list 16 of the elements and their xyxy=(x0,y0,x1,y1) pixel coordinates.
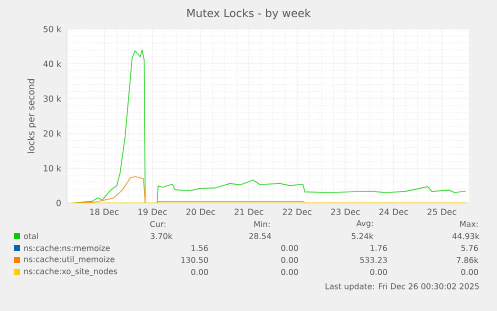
x-tick-label: 23 Dec xyxy=(331,208,360,216)
chart-title: Mutex Locks - by week xyxy=(187,8,311,20)
y-tick-label: 40 k xyxy=(43,60,62,68)
y-tick-label: 10 k xyxy=(44,164,62,172)
x-tick-label: 18 Dec xyxy=(90,208,119,216)
y-tick-label: 0 xyxy=(56,200,61,206)
x-tick-label: 19 Dec xyxy=(138,208,167,216)
y-tick-label: 50 k xyxy=(44,26,62,32)
y-tick-label: 30 k xyxy=(44,95,62,102)
x-tick-label: 24 Dec xyxy=(379,208,408,216)
y-tick-label: 20 k xyxy=(44,130,62,137)
x-tick-label: 22 Dec xyxy=(282,208,312,216)
x-tick-label: 25 Dec xyxy=(428,208,456,216)
y-axis-title: locks per second xyxy=(27,79,36,153)
x-tick-label: 21 Dec xyxy=(234,208,264,216)
x-tick-label: 20 Dec xyxy=(186,208,216,216)
